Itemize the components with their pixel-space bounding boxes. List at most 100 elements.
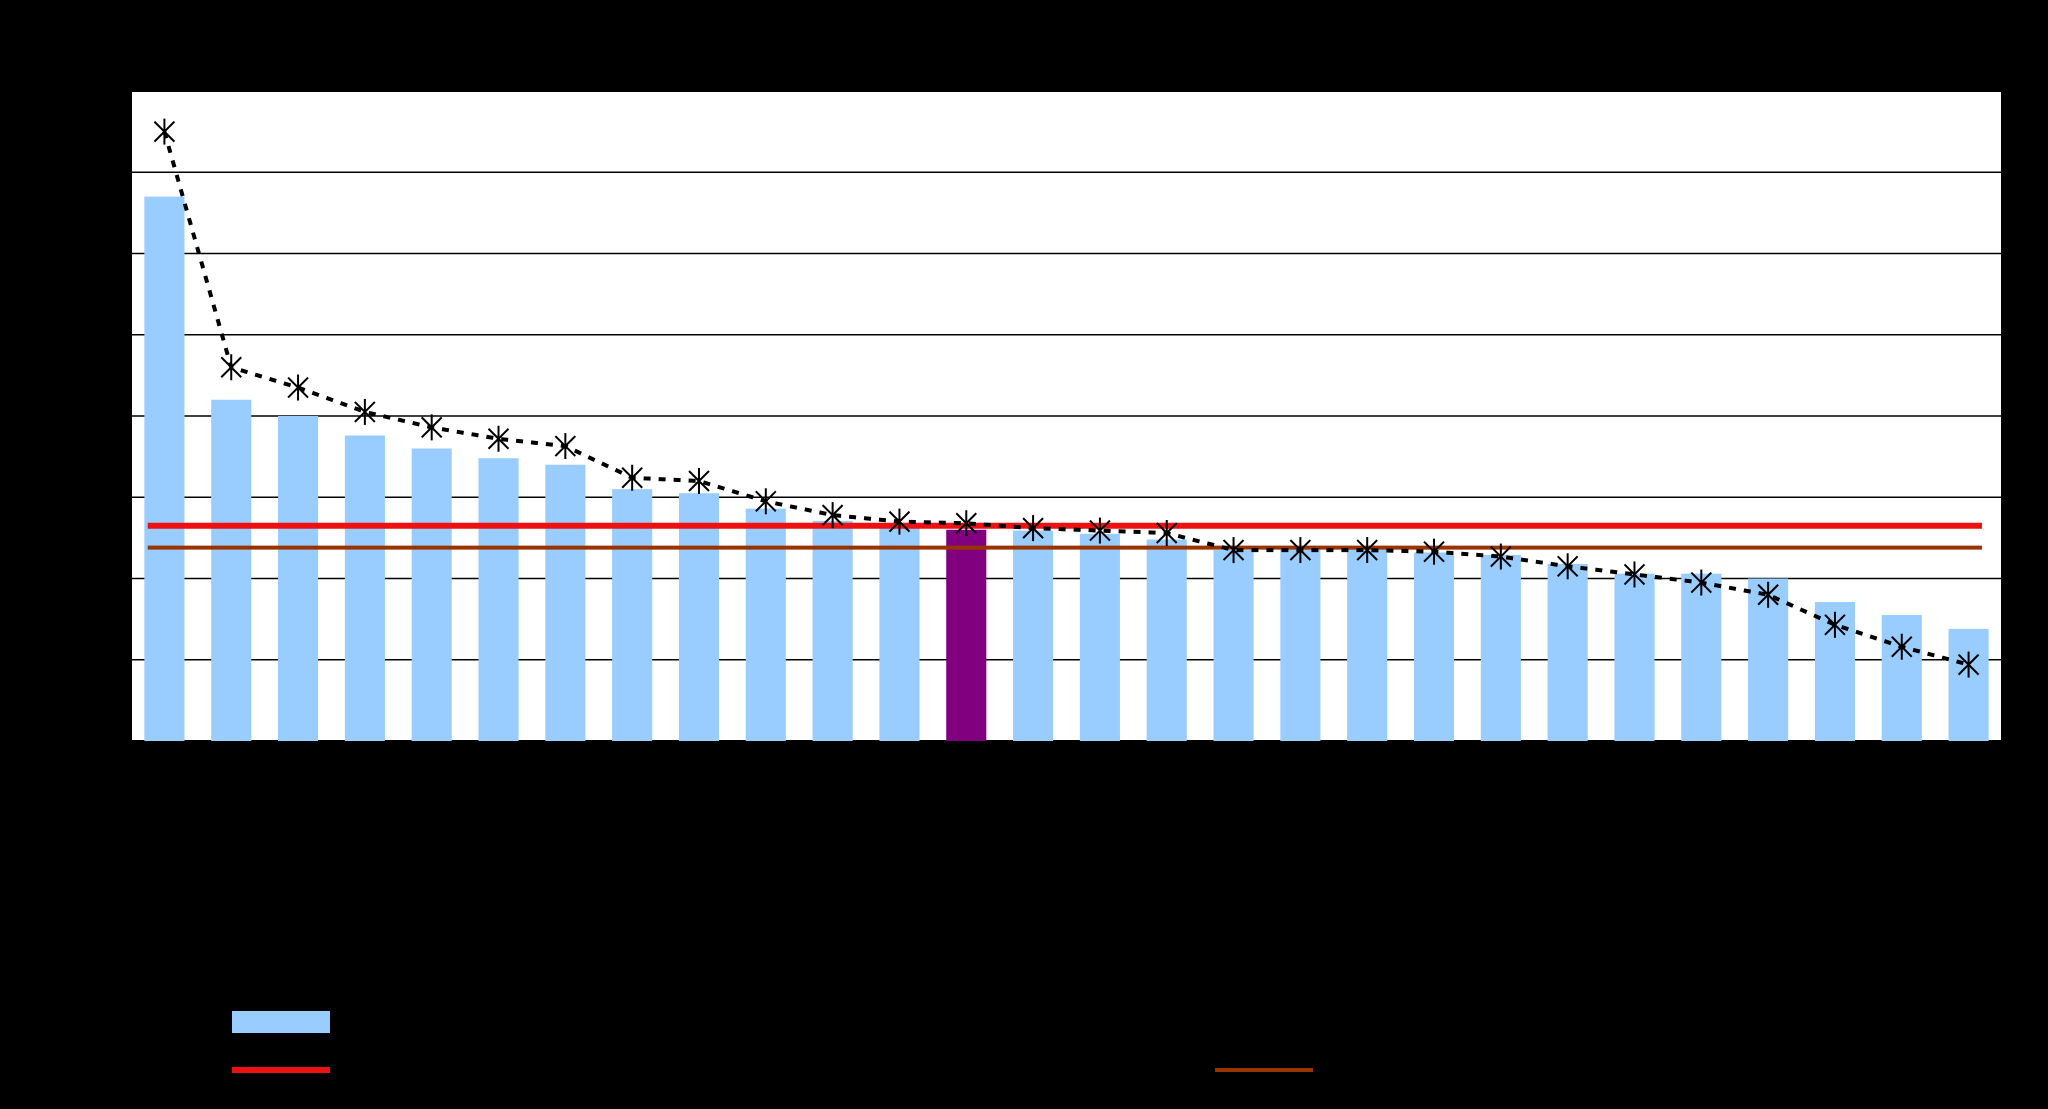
x-tick-label: Slovenia bbox=[622, 754, 642, 824]
legend: Oil crops (1,000 ha)* EU-27 average (1,00… bbox=[232, 1008, 1679, 1083]
legend-eu-90pct: 90% of EU-27 average (1,000 ha) bbox=[1215, 1056, 1679, 1083]
bars bbox=[144, 196, 1989, 741]
legend-label: Oil crops trend (1,000 ha)* bbox=[1320, 1008, 1601, 1035]
legend-oil-crops: Oil crops (1,000 ha)* bbox=[232, 1008, 558, 1035]
bar-united-kingdom bbox=[1480, 554, 1521, 741]
trend-point bbox=[1289, 537, 1312, 564]
x-tick-label: Bulgaria bbox=[1290, 754, 1310, 821]
x-tick-label: Portugal bbox=[1558, 755, 1578, 822]
bar-finland bbox=[745, 508, 786, 741]
x-tick-label: Spain bbox=[1424, 755, 1444, 801]
bar-eu-27 bbox=[946, 529, 987, 741]
bar-belgium bbox=[278, 416, 319, 741]
y-tick-label: 5000 bbox=[81, 326, 119, 345]
y-tick-label: 0 bbox=[110, 732, 119, 751]
bar-sweden bbox=[1347, 547, 1388, 741]
trend-point bbox=[354, 398, 376, 425]
y-axis-label: t CO2 / ha bbox=[20, 32, 107, 53]
trend-point bbox=[1623, 561, 1646, 588]
trend-point bbox=[888, 508, 911, 535]
y-tick-label: 2000 bbox=[81, 570, 119, 589]
bar-slovenia bbox=[612, 489, 653, 741]
tick-labels: 0 1000 2000 3000 4000 5000 6000 7000 8000 Latvia N… bbox=[81, 82, 1978, 883]
trend-point bbox=[1490, 543, 1512, 570]
x-tick-label: Estonia bbox=[1023, 754, 1043, 815]
x-tick-label: Slovakia bbox=[422, 754, 442, 823]
bar-austria bbox=[478, 458, 519, 741]
bar-germany bbox=[678, 493, 720, 741]
trend-point bbox=[621, 464, 643, 491]
x-tick-label: Czech Republic bbox=[1157, 755, 1177, 881]
trend-point bbox=[1222, 537, 1245, 564]
trend-point bbox=[1156, 520, 1178, 546]
bar-netherlands bbox=[211, 399, 252, 741]
y-tick-label: 1000 bbox=[81, 651, 119, 670]
trend-point bbox=[1957, 651, 1980, 678]
trend-point bbox=[1556, 553, 1579, 580]
bar-denmark bbox=[545, 464, 586, 741]
x-tick-label: Ireland bbox=[1224, 755, 1244, 810]
trend-point bbox=[1356, 537, 1378, 564]
trend-point bbox=[1891, 633, 1913, 660]
bar-luxembourg bbox=[812, 520, 853, 741]
x-tick-label: EU-27 bbox=[956, 755, 976, 806]
trend-point bbox=[1423, 538, 1445, 565]
x-tick-label: Hungary bbox=[1624, 755, 1644, 823]
x-tick-label: Finland bbox=[756, 755, 776, 814]
bar-ireland bbox=[1213, 550, 1254, 741]
legend-swatch bbox=[232, 1011, 330, 1033]
trend-line bbox=[153, 118, 1980, 678]
bar-spain bbox=[1413, 552, 1455, 741]
trend-point bbox=[1022, 515, 1044, 542]
bar-latvia bbox=[144, 196, 185, 741]
legend-trend: Oil crops trend (1,000 ha)* bbox=[1215, 1008, 1601, 1035]
trend-point bbox=[220, 354, 242, 381]
bar-france bbox=[1681, 573, 1722, 741]
bar-hungary bbox=[1614, 573, 1655, 741]
x-tick-label: Belgium bbox=[288, 755, 308, 820]
trend-point bbox=[688, 468, 710, 494]
x-tick-label: Greece bbox=[1825, 755, 1845, 814]
bar-italy bbox=[344, 435, 385, 741]
x-tick-label: United Kingdom bbox=[1491, 755, 1511, 883]
legend-eu-average: EU-27 average (1,000 ha) bbox=[232, 1056, 616, 1083]
trend-point bbox=[755, 488, 777, 515]
x-tick-label: Netherlands bbox=[221, 755, 241, 852]
axes bbox=[124, 90, 2003, 748]
bar-slovakia bbox=[411, 448, 452, 741]
bar-malta bbox=[1948, 628, 1989, 741]
x-tick-label: Germany bbox=[689, 755, 709, 829]
trend-point bbox=[1824, 611, 1846, 638]
x-tick-label: Austria bbox=[489, 754, 509, 811]
x-tick-label: Romania bbox=[1758, 754, 1778, 827]
x-tick-label: Malta bbox=[1959, 754, 1979, 799]
trend-point bbox=[1690, 569, 1713, 596]
x-tick-label: Luxembourg bbox=[823, 755, 843, 855]
y-tick-label: 7000 bbox=[81, 163, 119, 182]
x-tick-label: Italy bbox=[355, 755, 375, 788]
trend-point bbox=[821, 502, 844, 529]
bar-bulgaria bbox=[1280, 549, 1321, 741]
x-tick-label: Denmark bbox=[555, 754, 575, 828]
legend-label: EU-27 average (1,000 ha) bbox=[338, 1056, 616, 1083]
y-tick-label: 8000 bbox=[81, 82, 119, 101]
trend-point bbox=[955, 510, 977, 537]
legend-label: Oil crops (1,000 ha)* bbox=[338, 1008, 558, 1035]
bar-portugal bbox=[1547, 563, 1588, 741]
x-tick-label: Cyprus bbox=[1892, 755, 1912, 812]
bar-estonia bbox=[1013, 530, 1054, 741]
y-tick-label: 6000 bbox=[81, 245, 119, 264]
trend-point bbox=[287, 374, 309, 401]
y-tick-label: 4000 bbox=[81, 407, 119, 426]
bar-poland bbox=[879, 525, 920, 741]
y-tick-label: 3000 bbox=[81, 488, 119, 507]
x-tick-label: France bbox=[1691, 755, 1711, 811]
trend-point bbox=[420, 414, 443, 441]
x-tick-label: Latvia bbox=[154, 754, 174, 803]
reference-lines bbox=[147, 522, 1982, 550]
x-tick-label: Sweden bbox=[1357, 755, 1377, 820]
trend-point bbox=[1757, 581, 1779, 608]
bar-czech-republic bbox=[1146, 539, 1187, 741]
legend-label: 90% of EU-27 average (1,000 ha) bbox=[1320, 1056, 1679, 1083]
